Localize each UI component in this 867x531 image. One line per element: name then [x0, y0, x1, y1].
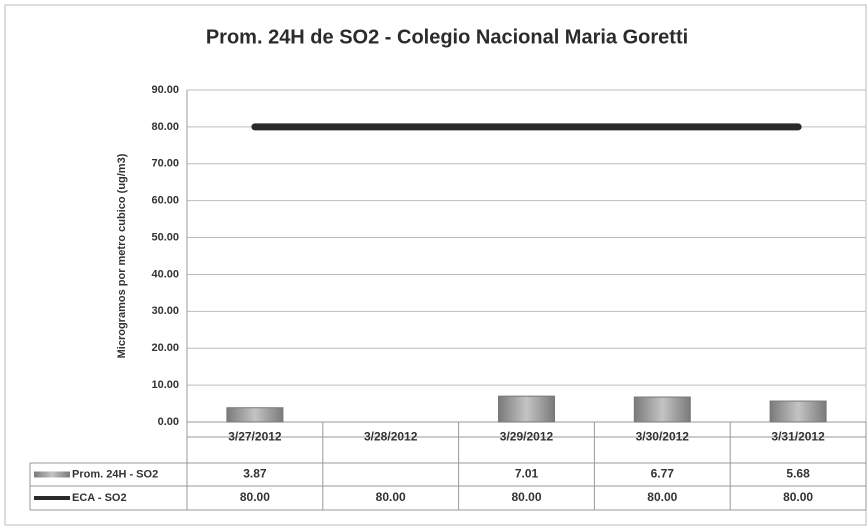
- data-label: 80.00: [240, 490, 270, 504]
- chart-border: [4, 4, 867, 526]
- y-tick-label: 70.00: [151, 158, 179, 170]
- x-tick-label: 3/27/2012: [228, 430, 282, 444]
- bar: [226, 407, 284, 423]
- y-tick-label: 60.00: [151, 195, 179, 207]
- data-label: 80.00: [647, 490, 677, 504]
- data-label: 6.77: [651, 467, 675, 481]
- y-tick-label: 50.00: [151, 231, 179, 243]
- y-tick-label: 0.00: [158, 416, 179, 428]
- data-label: 80.00: [511, 490, 541, 504]
- y-tick-label: 90.00: [151, 84, 179, 96]
- data-label: 7.01: [515, 467, 539, 481]
- y-tick-label: 20.00: [151, 342, 179, 354]
- y-tick-label: 10.00: [151, 379, 179, 391]
- data-label: 5.68: [786, 467, 810, 481]
- x-tick-label: 3/28/2012: [364, 430, 418, 444]
- chart-title: Prom. 24H de SO2 - Colegio Nacional Mari…: [206, 26, 688, 48]
- data-label: 3.87: [243, 467, 267, 481]
- y-tick-label: 80.00: [151, 121, 179, 133]
- bar: [498, 395, 555, 423]
- legend-key: [34, 471, 70, 478]
- x-tick-label: 3/30/2012: [636, 430, 690, 444]
- bar: [633, 396, 691, 423]
- data-label: 80.00: [376, 490, 406, 504]
- x-tick-label: 3/29/2012: [500, 430, 554, 444]
- y-axis-label: Microgramos por metro cubico (ug/m3): [116, 153, 128, 358]
- legend-label: Prom. 24H - SO2: [72, 468, 158, 480]
- y-tick-label: 30.00: [151, 305, 179, 317]
- bar: [769, 400, 827, 423]
- data-label: 80.00: [783, 490, 813, 504]
- y-tick-label: 40.00: [151, 268, 179, 280]
- legend-label: ECA - SO2: [72, 492, 127, 504]
- x-tick-label: 3/31/2012: [771, 430, 825, 444]
